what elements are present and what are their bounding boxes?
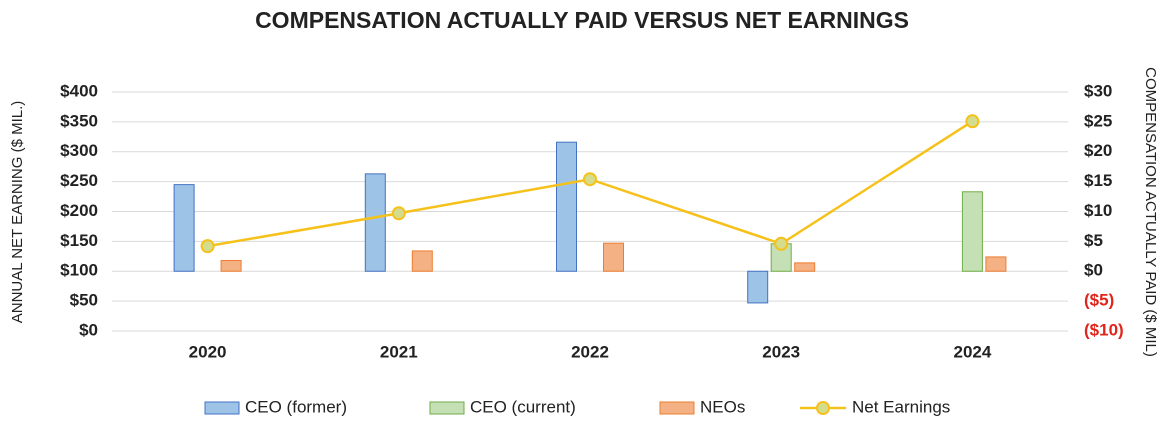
y2-tick-label: $10 (1084, 201, 1112, 220)
legend-swatch (659, 401, 695, 415)
bar (364, 173, 386, 272)
y2-tick-label: $20 (1084, 141, 1112, 160)
bar (985, 256, 1007, 272)
bar (173, 184, 195, 272)
bar (747, 270, 769, 304)
legend-swatch (429, 401, 465, 415)
x-tick-label: 2021 (380, 342, 418, 361)
y-tick-label: $0 (79, 320, 98, 339)
y2-axis-label: COMPENSATION ACTUALLY PAID ($ MIL) (1142, 67, 1159, 357)
bar (961, 191, 983, 272)
y2-tick-label: ($10) (1084, 320, 1124, 339)
y2-tick-label: ($5) (1084, 291, 1114, 310)
x-tick-label: 2024 (953, 342, 991, 361)
bar (556, 141, 577, 272)
legend-label: Net Earnings (852, 397, 950, 416)
x-tick-label: 2020 (189, 342, 227, 361)
line-marker (774, 236, 789, 251)
legend-label: CEO (current) (470, 397, 576, 416)
y-tick-label: $350 (60, 111, 98, 130)
y-tick-label: $150 (60, 231, 98, 250)
legend-swatch (204, 401, 240, 415)
x-tick-label: 2023 (762, 342, 800, 361)
bar (411, 250, 433, 272)
legend-label: CEO (former) (245, 397, 347, 416)
line-marker (965, 114, 980, 129)
y-tick-label: $200 (60, 201, 98, 220)
y-tick-label: $100 (60, 261, 98, 280)
y2-tick-label: $30 (1084, 81, 1112, 100)
y2-tick-label: $25 (1084, 111, 1112, 130)
bar (220, 259, 242, 272)
y-axis-label: ANNUAL NET EARNING ($ MIL.) (9, 101, 26, 324)
line-marker (391, 206, 406, 221)
x-tick-label: 2022 (571, 342, 609, 361)
bar (794, 262, 816, 272)
y2-tick-label: $15 (1084, 171, 1112, 190)
bar (603, 242, 624, 272)
y2-tick-label: $5 (1084, 231, 1103, 250)
y-tick-label: $300 (60, 141, 98, 160)
y2-tick-label: $0 (1084, 261, 1103, 280)
line-marker (200, 239, 215, 254)
legend-label: NEOs (700, 397, 745, 416)
y-tick-label: $400 (60, 81, 98, 100)
y-tick-label: $50 (70, 291, 98, 310)
line-marker (583, 172, 597, 187)
y-tick-label: $250 (60, 171, 98, 190)
legend-swatch (816, 401, 830, 415)
chart-title: COMPENSATION ACTUALLY PAID VERSUS NET EA… (255, 7, 909, 33)
